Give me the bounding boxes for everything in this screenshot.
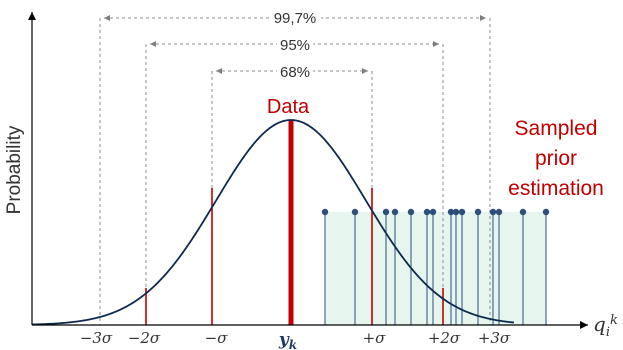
x-axis-label: qik: [593, 312, 618, 340]
sample-point: [407, 208, 415, 216]
sample-point: [429, 208, 437, 216]
sampled-region: [325, 212, 546, 325]
sample-point: [495, 208, 503, 216]
sample-point: [321, 208, 329, 216]
y-axis-label: Probability: [4, 125, 25, 214]
sample-point: [382, 208, 390, 216]
sampled-label-line2: prior: [535, 147, 577, 170]
gaussian-curve: [31, 119, 515, 326]
tick-center-yk: yk: [278, 330, 297, 350]
sample-point: [489, 208, 497, 216]
interval-label-95: 95%: [280, 37, 310, 54]
sampled-label-line3: estimation: [508, 177, 604, 200]
interval-label-997: 99,7%: [274, 10, 317, 27]
tick-plus2sigma: +2σ: [428, 329, 461, 347]
tick-minus3sigma: −3σ: [80, 329, 113, 347]
sample-point: [474, 208, 482, 216]
tick-plus3sigma: +3σ: [478, 329, 511, 347]
tick-minus2sigma: −2σ: [128, 329, 161, 347]
tick-minus1sigma: −σ: [205, 329, 229, 347]
sample-point: [351, 208, 359, 216]
sample-point: [519, 208, 527, 216]
sample-point: [423, 208, 431, 216]
sampled-stems: [321, 208, 550, 325]
sample-point: [447, 208, 455, 216]
sigma-guides: [99, 18, 491, 325]
tick-plus1sigma: +σ: [363, 329, 387, 347]
sample-point: [458, 208, 466, 216]
interval-label-68: 68%: [280, 64, 310, 81]
sample-point: [542, 208, 550, 216]
sample-point: [391, 208, 399, 216]
data-label: Data: [267, 96, 310, 118]
sample-point: [452, 208, 460, 216]
sampled-label-line1: Sampled: [515, 117, 598, 140]
